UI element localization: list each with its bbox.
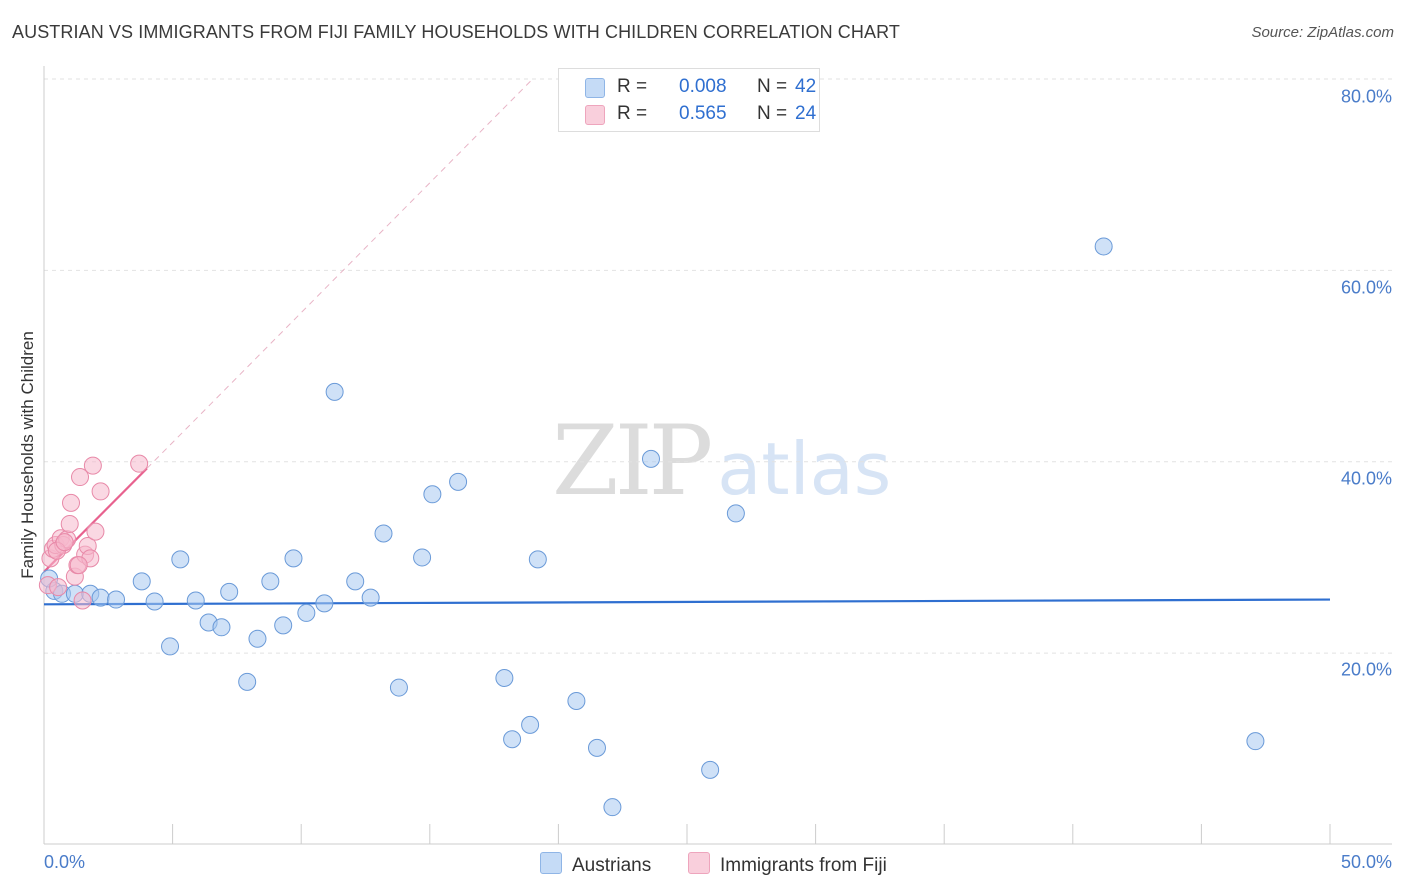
austrians-point-29 (495, 669, 514, 688)
austrians-point-33 (567, 691, 586, 710)
bottom-legend-fiji: Immigrants from Fiji (688, 852, 887, 877)
austrians-point-28 (449, 472, 468, 491)
austrians-point-15 (248, 629, 267, 648)
austrians-point-30 (503, 730, 522, 749)
austrians-point-23 (361, 588, 380, 607)
legend-r-value: 0.565 (679, 103, 727, 124)
austrians-point-36 (641, 449, 660, 468)
legend-n-label: N = (757, 103, 788, 124)
bottom-legend-label-fiji: Immigrants from Fiji (720, 855, 887, 876)
fiji-point-8 (60, 514, 79, 533)
y-tick-label-60: 60.0% (1340, 277, 1392, 298)
y-tick-label-20: 20.0% (1340, 659, 1392, 680)
legend-swatch-austrians (585, 78, 605, 98)
austrians-point-27 (423, 485, 442, 504)
austrians-point-8 (161, 637, 180, 656)
austrians-point-39 (1094, 237, 1113, 256)
data-points (38, 237, 1265, 817)
austrians-point-16 (261, 572, 280, 591)
austrians-point-13 (220, 582, 239, 601)
austrians-point-40 (1246, 732, 1265, 751)
austrians-point-17 (274, 616, 293, 635)
austrians-point-7 (145, 592, 164, 611)
austrians-point-31 (521, 715, 540, 734)
legend-r-label: R = (617, 76, 648, 97)
austrians-point-20 (315, 594, 334, 613)
trend-extension-1 (146, 78, 534, 469)
austrians-point-24 (374, 524, 393, 543)
austrians-point-12 (212, 618, 231, 637)
austrians-point-4 (91, 588, 110, 607)
fiji-point-17 (83, 456, 102, 475)
bottom-legend-austrians: Austrians (540, 852, 651, 877)
austrians-point-5 (107, 590, 126, 609)
austrians-point-14 (238, 672, 257, 691)
austrians-point-37 (701, 760, 720, 779)
austrians-point-38 (726, 504, 745, 523)
fiji-point-12 (71, 468, 90, 487)
legend-n-label: N = (757, 76, 788, 97)
y-tick-label-80: 80.0% (1340, 86, 1392, 107)
fiji-point-13 (73, 591, 92, 610)
grid-lines (44, 78, 1392, 654)
source-label: Source: ZipAtlas.com (1251, 24, 1394, 41)
fiji-point-21 (69, 556, 88, 575)
fiji-point-18 (86, 522, 105, 541)
fiji-point-19 (91, 482, 110, 501)
austrians-point-26 (413, 548, 432, 567)
bottom-legend-label-austrians: Austrians (572, 855, 652, 876)
fiji-point-20 (130, 454, 149, 473)
axes (43, 66, 1392, 845)
bottom-legend-swatch-fiji (688, 852, 710, 874)
legend-r-label: R = (617, 103, 648, 124)
bottom-legend-swatch-austrians (540, 852, 562, 874)
austrians-point-32 (528, 550, 547, 569)
legend-r-value: 0.008 (679, 76, 727, 97)
legend-n-value: 42 (795, 76, 817, 97)
austrians-point-25 (389, 678, 408, 697)
chart-title: AUSTRIAN VS IMMIGRANTS FROM FIJI FAMILY … (12, 22, 900, 42)
y-axis-label: Family Households with Children (18, 331, 37, 579)
austrians-point-6 (132, 572, 151, 591)
austrians-point-22 (346, 572, 365, 591)
fiji-point-9 (62, 493, 81, 512)
austrians-point-9 (171, 550, 190, 569)
fiji-point-23 (55, 533, 74, 552)
austrians-point-35 (603, 798, 622, 817)
trend-line-0 (43, 598, 1331, 606)
legend-swatch-fiji (585, 105, 605, 125)
austrians-point-21 (325, 382, 344, 401)
x-tick-label-50: 50.0% (1340, 852, 1392, 872)
y-tick-label-40: 40.0% (1340, 468, 1392, 489)
austrians-point-34 (587, 738, 606, 757)
correlation-legend: R = 0.008 N = 42 R = 0.565 N = 24 (558, 68, 820, 132)
legend-n-value: 24 (795, 103, 817, 124)
austrians-point-19 (297, 603, 316, 622)
austrians-point-10 (186, 591, 205, 610)
x-tick-label-0: 0.0% (44, 852, 86, 872)
austrians-point-18 (284, 549, 303, 568)
trend-lines (43, 78, 1331, 606)
fiji-point-4 (49, 578, 68, 597)
